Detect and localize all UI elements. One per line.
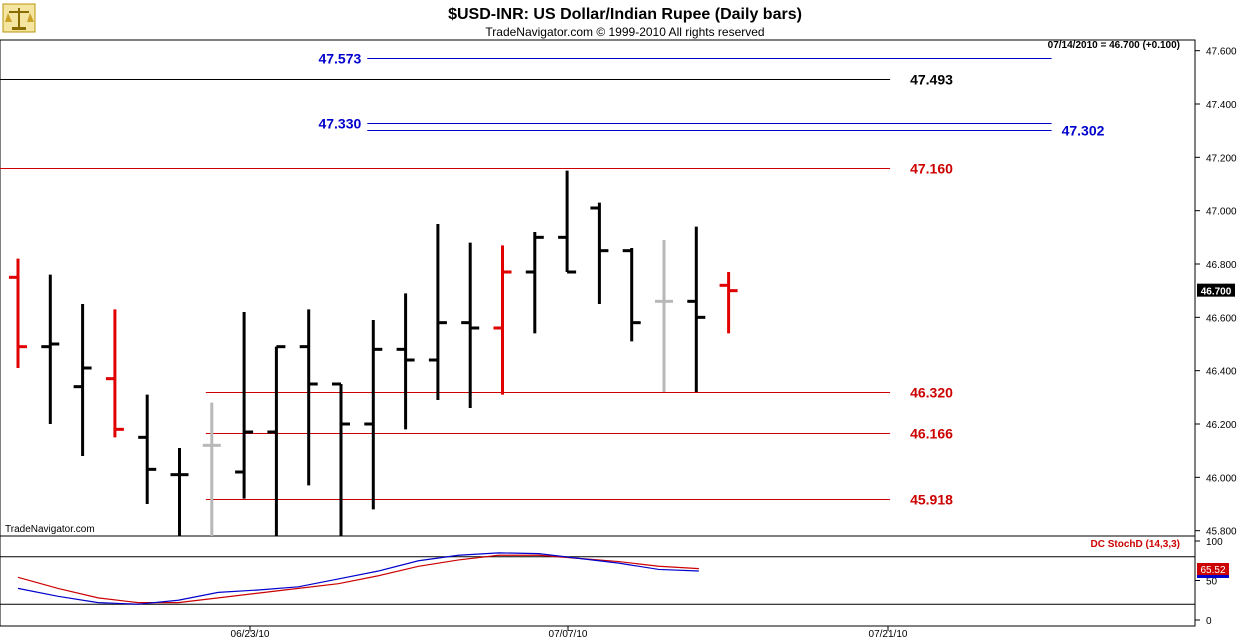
date-axis: 06/23/10 07/07/10 07/21/10 (231, 626, 908, 640)
indicator-tick-label: 0 (1206, 616, 1212, 627)
indicator-value-tag: 65.52 (1197, 563, 1229, 578)
indicator-tick-label: 50 (1206, 577, 1218, 588)
ohlc-bar (655, 240, 673, 392)
price-tick-label: 46.800 (1206, 260, 1237, 271)
price-tick-label: 46.000 (1206, 473, 1237, 484)
stochastic-lines (0, 552, 1195, 605)
level-label: 47.160 (910, 161, 953, 177)
date-tick-label: 07/21/10 (869, 629, 908, 640)
ohlc-bar (73, 304, 92, 456)
ohlc-bar (299, 309, 318, 486)
ohlc-bar (235, 312, 254, 499)
date-tick-label: 06/23/10 (231, 629, 270, 640)
price-bars (9, 170, 738, 536)
price-tick-label: 47.200 (1206, 153, 1237, 164)
ohlc-bar (525, 232, 544, 334)
app-logo (2, 3, 36, 33)
watermark: TradeNavigator.com (5, 524, 95, 535)
price-tick-label: 46.200 (1206, 420, 1237, 431)
ohlc-bar (9, 258, 27, 368)
ohlc-bar (558, 170, 577, 274)
ohlc-bar (461, 242, 480, 408)
ohlc-bar (622, 248, 641, 342)
date-tick-label: 07/07/10 (549, 629, 588, 640)
price-tick-label: 46.600 (1206, 313, 1237, 324)
ohlc-bar (428, 224, 447, 400)
level-label: 46.320 (910, 385, 953, 401)
level-label: 47.493 (910, 72, 953, 88)
indicator-label: DC StochD (14,3,3) (1091, 539, 1180, 550)
ohlc-bar (138, 394, 157, 504)
indicator-axis: 100 50 0 (1195, 537, 1223, 627)
level-label: 47.573 (318, 51, 361, 67)
price-tick-label: 47.000 (1206, 207, 1237, 218)
level-label: 45.918 (910, 492, 953, 508)
ohlc-bar (170, 448, 189, 536)
chart-subtitle: TradeNavigator.com © 1999-2010 All right… (485, 25, 764, 39)
last-bar-status: 07/14/2010 = 46.700 (+0.100) (1048, 40, 1180, 51)
ohlc-bar (267, 345, 286, 536)
ohlc-bar (396, 293, 415, 430)
level-label: 46.166 (910, 426, 953, 442)
price-tick-label: 45.800 (1206, 527, 1237, 538)
last-price-value: 46.700 (1201, 287, 1232, 298)
last-price-tag: 46.700 (1197, 283, 1235, 298)
level-label: 47.330 (318, 116, 361, 132)
price-tick-label: 47.400 (1206, 100, 1237, 111)
ohlc-bar (202, 402, 221, 536)
stoch-k-line (17, 552, 699, 605)
ohlc-bar (364, 320, 383, 510)
ohlc-bar (493, 245, 512, 395)
support-resistance-levels: 47.573 47.493 47.330 47.302 47.160 46.320 46.1… (0, 51, 1105, 508)
price-axis: 45.800 46.000 46.200 46.400 46.600 46.800 47.0… (1195, 47, 1237, 538)
ohlc-bar (719, 272, 738, 334)
indicator-value: 65.52 (1200, 565, 1225, 576)
indicator-pane (0, 535, 1196, 627)
ohlc-bar (590, 202, 609, 304)
stoch-d-line (17, 554, 699, 604)
price-tick-label: 46.400 (1206, 367, 1237, 378)
indicator-tick-label: 100 (1206, 537, 1223, 548)
ohlc-bar (332, 382, 350, 536)
ohlc-bar (687, 226, 706, 392)
price-tick-label: 47.600 (1206, 47, 1237, 58)
level-label: 47.302 (1062, 123, 1105, 139)
chart-title: $USD-INR: US Dollar/Indian Rupee (Daily … (448, 6, 802, 23)
ohlc-bar (41, 274, 60, 424)
ohlc-bar (105, 309, 124, 438)
